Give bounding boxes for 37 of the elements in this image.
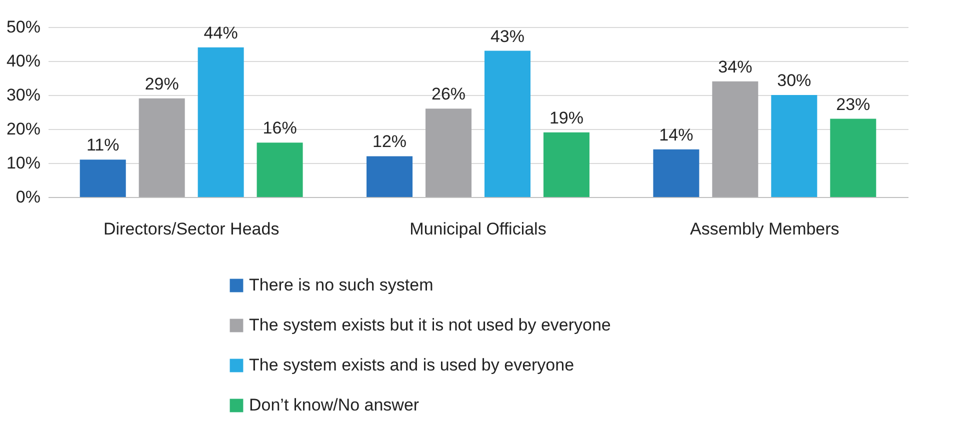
legend-label: The system exists and is used by everyone [249, 356, 574, 374]
bar [830, 118, 876, 197]
bar [653, 149, 700, 197]
bar [771, 95, 818, 197]
y-tick-label: 50% [6, 18, 40, 36]
bar [80, 160, 126, 197]
bar [366, 156, 413, 197]
x-tick-label: Assembly Members [690, 220, 840, 238]
data-label: 11% [86, 136, 120, 155]
y-tick-label: 10% [6, 154, 40, 172]
data-label: 43% [490, 26, 525, 46]
x-tick-label: Directors/Sector Heads [103, 220, 280, 238]
data-label: 30% [777, 71, 812, 90]
bar [198, 47, 244, 197]
y-tick-label: 40% [6, 52, 40, 70]
bar [426, 108, 472, 197]
bar [712, 81, 758, 197]
data-label: 29% [144, 74, 179, 94]
y-tick-label: 0% [16, 188, 40, 206]
data-label: 26% [431, 84, 466, 104]
data-label: 34% [718, 57, 752, 76]
data-label: 14% [659, 125, 694, 144]
data-label: 12% [372, 132, 407, 152]
legend-label: There is no such system [249, 276, 434, 294]
y-tick-label: 20% [6, 120, 40, 138]
y-tick-label: 30% [6, 86, 40, 104]
bar [543, 132, 590, 197]
bar [256, 142, 303, 197]
legend-label: Don’t know/No answer [249, 396, 420, 414]
bar [484, 50, 530, 197]
bar [138, 98, 185, 197]
data-label: 23% [836, 94, 870, 114]
legend-label: The system exists but it is not used by everyone [249, 316, 611, 334]
data-label: 44% [204, 23, 238, 42]
data-label: 19% [549, 108, 584, 128]
x-tick-label: Municipal Officials [410, 220, 546, 238]
data-label: 16% [262, 118, 297, 138]
